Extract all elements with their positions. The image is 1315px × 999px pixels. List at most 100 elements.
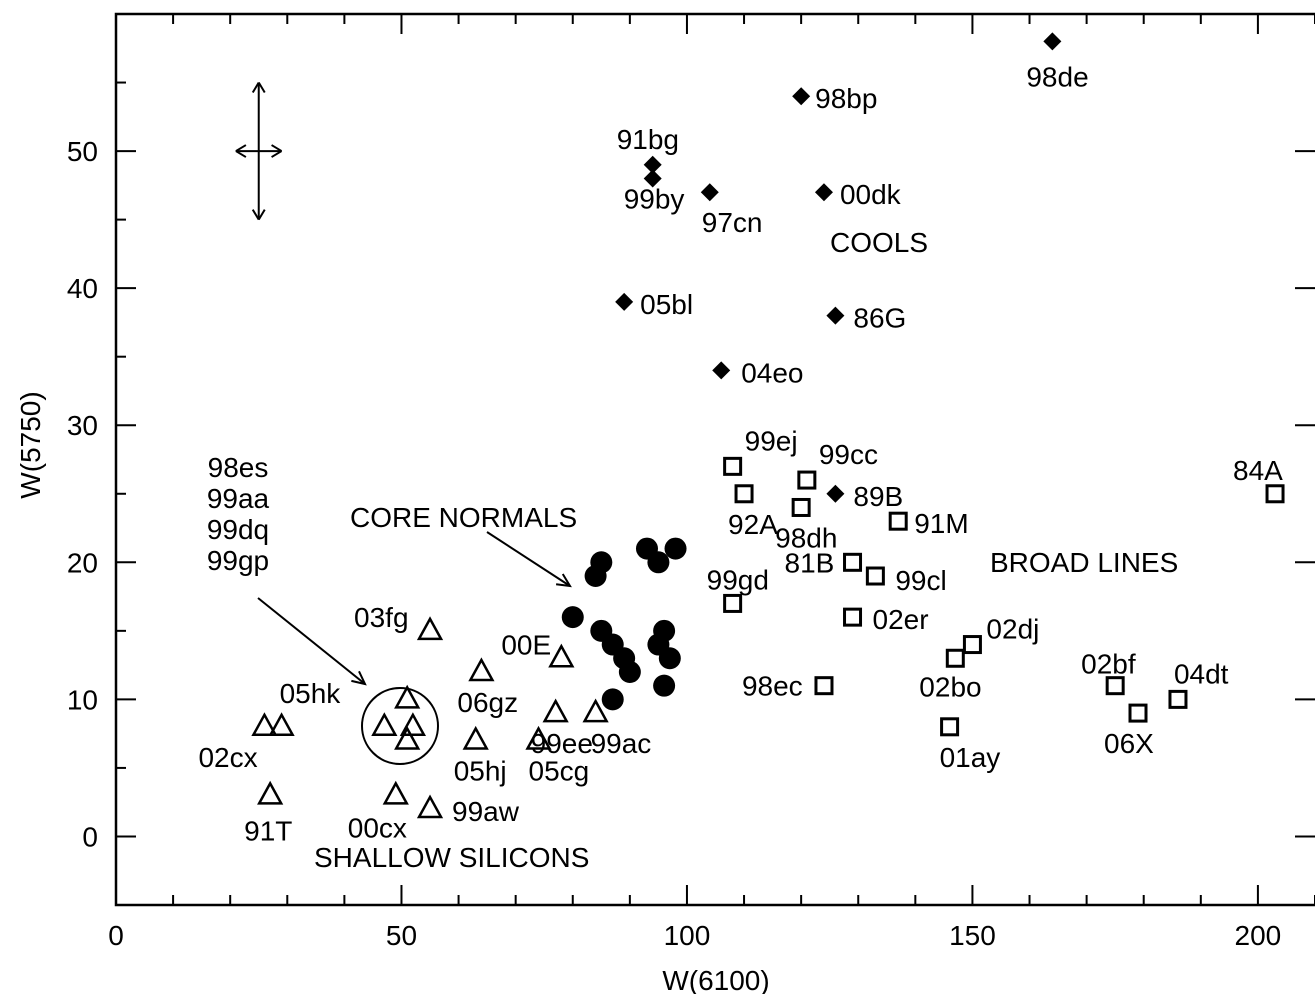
- y-tick-label: 20: [67, 547, 98, 578]
- error-bar-line: [235, 150, 247, 158]
- point-label: 06gz: [457, 687, 518, 718]
- group-label: SHALLOW SILICONS: [314, 842, 589, 873]
- shallow-silicons-point: [394, 725, 421, 750]
- point-label: 06X: [1104, 728, 1154, 759]
- y-tick-label: 50: [67, 136, 98, 167]
- point-label: 81B: [785, 547, 835, 578]
- point-label: 02bo: [919, 671, 981, 702]
- point-label: 89B: [853, 481, 903, 512]
- core-normals-point: [618, 660, 641, 683]
- cools-point: [700, 183, 719, 202]
- plot-frame: [114, 12, 1315, 907]
- shallow-silicons-point: [416, 616, 444, 641]
- x-tick-label: 100: [664, 920, 711, 951]
- cools-point: [643, 169, 662, 188]
- shallow-silicons-point: [382, 780, 409, 805]
- core-normals-point: [601, 688, 624, 711]
- circled-group-label: 99dq: [207, 514, 269, 545]
- shallow-silicons-point: [468, 657, 495, 682]
- point-label: 84A: [1233, 455, 1283, 486]
- shallow-silicons-point: [525, 725, 552, 750]
- broad-lines-point: [1105, 676, 1125, 696]
- broad-lines-point: [1128, 703, 1148, 723]
- point-label: 98ec: [742, 671, 803, 702]
- point-label: 99gd: [707, 564, 769, 595]
- point-label: 98bp: [815, 83, 877, 114]
- shallow-silicons-point: [399, 712, 427, 737]
- point-label: 01ay: [940, 742, 1001, 773]
- error-bar-line: [271, 150, 283, 158]
- broad-lines-point: [1168, 689, 1188, 709]
- core-normals-point: [664, 537, 687, 560]
- cools-point: [814, 183, 833, 202]
- cools-point: [826, 484, 845, 503]
- broad-lines-point: [814, 676, 834, 696]
- point-label: 91M: [914, 508, 968, 539]
- y-tick-label: 10: [67, 684, 98, 715]
- point-label: 00E: [501, 629, 551, 660]
- broad-lines-point: [962, 635, 982, 655]
- circled-group-label: 98es: [208, 452, 269, 483]
- point-label: 99ee: [531, 728, 593, 759]
- broad-lines-point: [791, 497, 811, 517]
- broad-lines-point: [843, 607, 863, 627]
- labels-layer: 0 50 100 150 200 0 10 20 30 40 50 98de 98bp 91bg 99by 9…: [67, 61, 1283, 951]
- point-label: 00dk: [840, 179, 902, 210]
- point-label: 99aw: [452, 796, 520, 827]
- cools-point: [712, 361, 731, 380]
- x-tick-label: 200: [1235, 920, 1282, 951]
- core-normals-point: [647, 551, 670, 574]
- error-bar-line: [235, 144, 247, 152]
- point-label: 98dh: [775, 522, 837, 553]
- x-tick-label: 50: [386, 920, 417, 951]
- point-label: 91T: [244, 815, 292, 846]
- core-normals-point: [590, 551, 613, 574]
- broad-lines-point: [723, 456, 743, 476]
- cools-point: [826, 306, 845, 325]
- point-label: 05hk: [280, 678, 342, 709]
- y-axis-label: W(5750): [15, 391, 46, 498]
- point-label: 86G: [853, 303, 906, 334]
- group-label: BROAD LINES: [990, 547, 1178, 578]
- point-label: 02dj: [986, 614, 1039, 645]
- core-normals-point: [658, 647, 681, 670]
- point-label: 04eo: [741, 357, 803, 388]
- point-label: 97cn: [702, 207, 763, 238]
- shallow-silicons-point: [257, 780, 284, 805]
- shallow-silicons-point: [548, 643, 575, 668]
- shallow-silicons-point: [251, 712, 278, 737]
- broad-lines-point: [1265, 484, 1285, 504]
- x-tick-label: 150: [949, 920, 996, 951]
- broad-lines-point: [888, 511, 908, 531]
- error-bar-line: [257, 209, 266, 221]
- point-label: 02bf: [1081, 649, 1136, 680]
- group-label: CORE NORMALS: [350, 502, 577, 533]
- cluster-circle: [361, 687, 439, 765]
- cools-point: [615, 292, 634, 311]
- core-normals-arrow: [486, 531, 571, 587]
- broad-lines-point: [723, 593, 743, 613]
- y-tick-label: 40: [67, 273, 98, 304]
- y-tick-label: 0: [82, 821, 98, 852]
- point-label: 98de: [1026, 61, 1088, 92]
- error-bar-line: [257, 82, 266, 94]
- axes-layer: [114, 12, 1315, 907]
- broad-lines-point: [865, 566, 885, 586]
- point-label: 99cl: [895, 565, 946, 596]
- cools-point: [792, 87, 811, 106]
- shallow-silicons-point: [268, 712, 295, 737]
- point-label: 02er: [873, 604, 929, 635]
- circled-group-arrow-head: [351, 670, 367, 686]
- cools-point: [1043, 32, 1062, 51]
- shallow-silicons-point: [416, 794, 444, 819]
- point-label: 02cx: [198, 742, 257, 773]
- core-normals-arrow-head: [555, 573, 572, 588]
- point-label: 05hj: [454, 756, 507, 787]
- point-label: 99by: [624, 183, 685, 214]
- x-tick-label: 0: [108, 920, 124, 951]
- point-label: 05cg: [529, 756, 590, 787]
- error-bar-line: [251, 82, 260, 94]
- broad-lines-point: [734, 484, 754, 504]
